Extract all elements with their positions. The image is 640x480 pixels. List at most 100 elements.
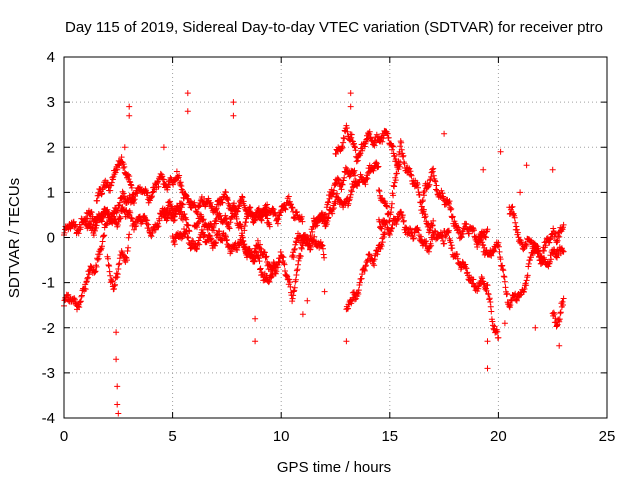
data-point xyxy=(117,215,124,222)
data-point xyxy=(551,311,558,318)
data-point xyxy=(263,204,270,211)
data-point xyxy=(560,295,567,302)
data-point xyxy=(440,237,446,244)
data-point xyxy=(389,143,396,149)
data-point xyxy=(479,275,486,282)
data-point xyxy=(449,214,456,221)
data-point xyxy=(383,219,390,226)
data-point xyxy=(321,218,328,225)
data-point xyxy=(415,184,421,191)
data-point xyxy=(471,227,477,234)
data-point xyxy=(261,249,268,256)
data-point xyxy=(232,208,238,215)
data-point xyxy=(556,318,563,325)
data-point xyxy=(518,239,525,246)
data-point xyxy=(508,204,515,211)
data-point xyxy=(332,200,339,207)
data-point xyxy=(286,276,293,283)
data-point xyxy=(207,199,214,206)
data-point xyxy=(191,199,198,206)
data-point xyxy=(113,329,120,336)
data-point xyxy=(196,218,203,225)
data-point xyxy=(94,219,101,226)
data-point xyxy=(430,165,437,172)
data-point xyxy=(114,383,121,390)
data-point xyxy=(361,267,368,274)
data-point xyxy=(549,166,556,173)
data-point xyxy=(556,342,563,349)
data-point xyxy=(90,232,97,239)
data-point xyxy=(557,309,564,316)
data-point xyxy=(346,173,353,180)
chart-title: Day 115 of 2019, Sidereal Day-to-day VTE… xyxy=(65,19,603,36)
data-point xyxy=(486,295,493,302)
data-point xyxy=(560,248,567,255)
data-point xyxy=(366,252,373,259)
data-point xyxy=(470,225,477,232)
data-point xyxy=(512,219,519,226)
data-point xyxy=(373,159,380,166)
data-point xyxy=(388,204,395,211)
data-point xyxy=(394,216,401,223)
data-point xyxy=(241,244,248,251)
data-point xyxy=(460,230,467,237)
data-point xyxy=(148,194,155,201)
data-point xyxy=(295,261,301,268)
data-point xyxy=(110,173,117,180)
data-point xyxy=(532,324,539,331)
x-tick-label: 20 xyxy=(490,428,507,445)
data-point xyxy=(441,240,448,247)
data-point xyxy=(108,182,115,189)
data-point xyxy=(352,172,358,179)
data-point xyxy=(84,275,91,282)
data-point xyxy=(560,302,566,308)
data-point xyxy=(275,216,282,223)
data-point xyxy=(480,166,487,173)
data-point xyxy=(257,241,263,248)
data-point xyxy=(449,213,456,220)
data-point xyxy=(287,283,294,290)
data-point xyxy=(290,254,297,261)
data-point xyxy=(392,177,399,184)
data-point xyxy=(72,223,79,230)
data-point xyxy=(388,225,395,232)
data-point xyxy=(101,232,108,239)
data-point xyxy=(88,263,95,270)
data-point xyxy=(345,200,352,207)
data-point xyxy=(542,242,549,249)
y-tick-label: 0 xyxy=(47,230,55,247)
data-point xyxy=(384,130,391,137)
data-point xyxy=(474,244,481,250)
data-point xyxy=(255,255,262,262)
data-point xyxy=(196,241,203,248)
data-point xyxy=(128,184,135,191)
data-point xyxy=(513,296,520,303)
data-point xyxy=(126,231,133,238)
data-point xyxy=(185,222,192,229)
data-point xyxy=(421,192,427,199)
data-point xyxy=(534,243,541,250)
data-point xyxy=(488,252,495,259)
data-point xyxy=(339,181,345,188)
data-point xyxy=(428,169,435,176)
data-point xyxy=(222,233,229,240)
data-point xyxy=(496,248,503,255)
x-tick-label: 10 xyxy=(273,428,290,445)
data-point xyxy=(464,269,471,276)
data-point xyxy=(143,189,150,196)
data-point xyxy=(266,223,273,230)
data-point xyxy=(379,239,386,246)
data-point xyxy=(95,255,102,262)
data-point xyxy=(523,277,530,284)
data-point xyxy=(482,234,489,241)
data-point xyxy=(149,230,156,236)
data-point xyxy=(213,239,219,246)
data-point xyxy=(475,285,482,292)
data-point xyxy=(274,264,281,271)
data-point xyxy=(173,168,180,175)
data-point xyxy=(323,204,330,211)
data-point xyxy=(234,247,241,253)
data-point xyxy=(131,200,137,206)
data-point xyxy=(91,269,98,276)
